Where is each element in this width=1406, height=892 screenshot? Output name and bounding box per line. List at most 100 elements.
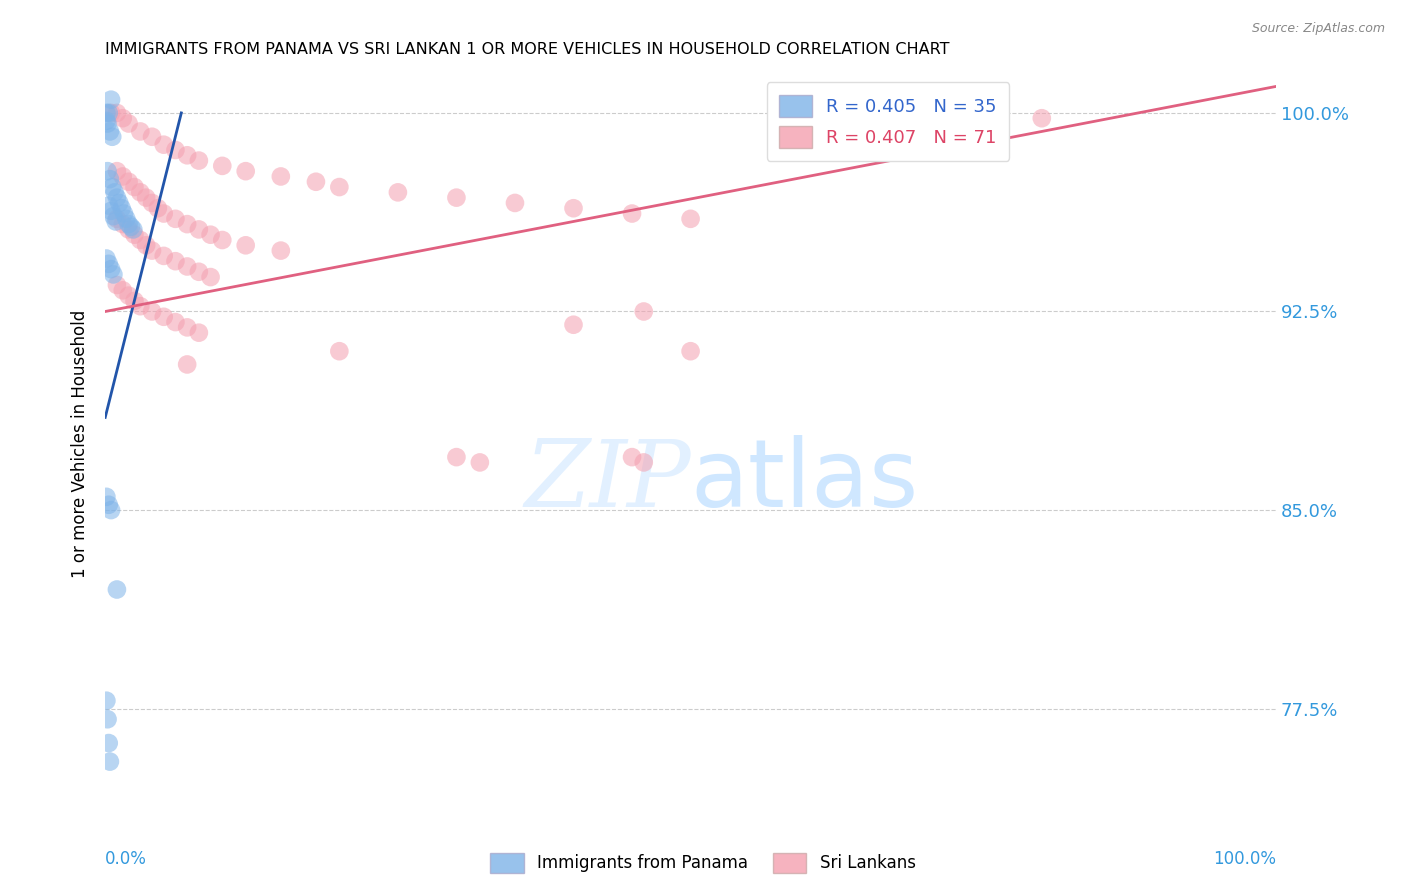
Point bbox=[105, 582, 128, 597]
Text: atlas: atlas bbox=[690, 435, 920, 527]
Point bbox=[110, 201, 132, 215]
Point bbox=[122, 222, 145, 236]
Point bbox=[97, 257, 120, 271]
Point bbox=[621, 450, 644, 464]
Point bbox=[305, 175, 328, 189]
Point bbox=[117, 217, 139, 231]
Point bbox=[679, 344, 702, 359]
Point bbox=[98, 755, 121, 769]
Point bbox=[176, 320, 198, 334]
Point bbox=[97, 198, 120, 212]
Text: ZIP: ZIP bbox=[524, 436, 690, 526]
Point bbox=[187, 222, 209, 236]
Point bbox=[105, 106, 128, 120]
Point bbox=[96, 252, 118, 266]
Point bbox=[152, 137, 174, 152]
Point bbox=[96, 116, 118, 130]
Point bbox=[679, 211, 702, 226]
Point bbox=[165, 254, 187, 268]
Point bbox=[112, 206, 135, 220]
Point bbox=[96, 694, 118, 708]
Point bbox=[100, 203, 122, 218]
Point bbox=[165, 315, 187, 329]
Point bbox=[562, 201, 585, 215]
Point bbox=[98, 124, 121, 138]
Point bbox=[117, 116, 139, 130]
Point bbox=[152, 310, 174, 324]
Point bbox=[187, 265, 209, 279]
Point bbox=[108, 196, 131, 211]
Point bbox=[621, 206, 644, 220]
Point bbox=[117, 175, 139, 189]
Point bbox=[105, 278, 128, 293]
Point bbox=[101, 180, 124, 194]
Point bbox=[129, 233, 152, 247]
Point bbox=[105, 191, 128, 205]
Point bbox=[1031, 112, 1053, 126]
Point bbox=[633, 455, 655, 469]
Point bbox=[96, 113, 118, 128]
Point bbox=[97, 106, 120, 120]
Point bbox=[176, 358, 198, 372]
Point bbox=[796, 132, 818, 146]
Text: 0.0%: 0.0% bbox=[105, 850, 148, 868]
Point bbox=[96, 712, 118, 726]
Point bbox=[103, 268, 125, 282]
Point bbox=[200, 227, 222, 242]
Point bbox=[176, 217, 198, 231]
Point bbox=[633, 304, 655, 318]
Point bbox=[152, 249, 174, 263]
Point bbox=[105, 164, 128, 178]
Point bbox=[103, 186, 125, 200]
Point bbox=[101, 129, 124, 144]
Point bbox=[117, 288, 139, 302]
Point bbox=[97, 498, 120, 512]
Point bbox=[135, 238, 157, 252]
Point bbox=[120, 219, 142, 234]
Point bbox=[117, 222, 139, 236]
Point bbox=[124, 293, 146, 308]
Point bbox=[103, 209, 125, 223]
Point bbox=[270, 169, 292, 184]
Point bbox=[235, 164, 257, 178]
Point bbox=[135, 191, 157, 205]
Point bbox=[98, 172, 121, 186]
Text: 100.0%: 100.0% bbox=[1213, 850, 1277, 868]
Point bbox=[503, 196, 526, 211]
Point bbox=[914, 113, 936, 128]
Point bbox=[111, 169, 134, 184]
Y-axis label: 1 or more Vehicles in Household: 1 or more Vehicles in Household bbox=[72, 310, 89, 578]
Point bbox=[187, 326, 209, 340]
Point bbox=[124, 227, 146, 242]
Point bbox=[152, 206, 174, 220]
Point bbox=[111, 112, 134, 126]
Point bbox=[270, 244, 292, 258]
Point bbox=[468, 455, 491, 469]
Point bbox=[96, 106, 118, 120]
Legend: Immigrants from Panama, Sri Lankans: Immigrants from Panama, Sri Lankans bbox=[484, 847, 922, 880]
Point bbox=[100, 503, 122, 517]
Point bbox=[96, 490, 118, 504]
Point bbox=[111, 283, 134, 297]
Point bbox=[211, 233, 233, 247]
Point bbox=[141, 196, 163, 211]
Point bbox=[200, 270, 222, 285]
Point bbox=[141, 304, 163, 318]
Point bbox=[187, 153, 209, 168]
Point bbox=[141, 129, 163, 144]
Point bbox=[387, 186, 409, 200]
Point bbox=[129, 124, 152, 138]
Point bbox=[115, 211, 138, 226]
Text: IMMIGRANTS FROM PANAMA VS SRI LANKAN 1 OR MORE VEHICLES IN HOUSEHOLD CORRELATION: IMMIGRANTS FROM PANAMA VS SRI LANKAN 1 O… bbox=[105, 42, 949, 57]
Point bbox=[165, 211, 187, 226]
Point bbox=[211, 159, 233, 173]
Point bbox=[446, 191, 468, 205]
Point bbox=[97, 736, 120, 750]
Point bbox=[446, 450, 468, 464]
Point bbox=[105, 211, 128, 226]
Point bbox=[328, 180, 350, 194]
Point bbox=[129, 299, 152, 313]
Text: Source: ZipAtlas.com: Source: ZipAtlas.com bbox=[1251, 22, 1385, 36]
Point bbox=[100, 93, 122, 107]
Point bbox=[328, 344, 350, 359]
